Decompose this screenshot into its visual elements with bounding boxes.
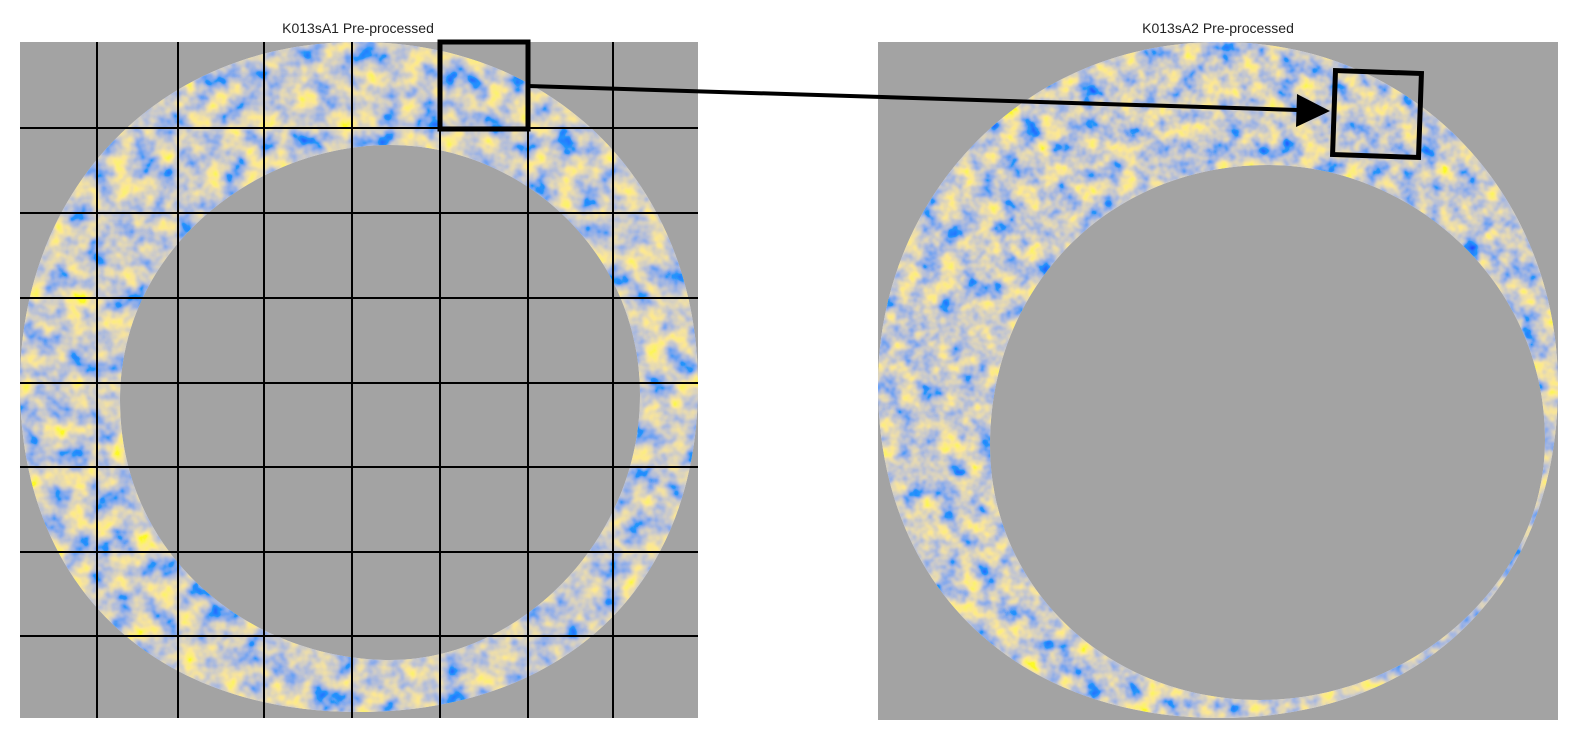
arrow-head [1296,94,1330,127]
left-highlight-box [437,39,531,132]
right-highlight-box [1329,67,1425,161]
correspondence-arrow [527,84,1330,127]
left-grid-overlay [20,42,698,718]
left-scan-panel [20,39,698,718]
arrow-shaft [527,84,1299,112]
panel-title-left: K013sA1 Pre-processed [282,20,434,36]
right-scan-panel [878,42,1558,720]
panel-title-right: K013sA2 Pre-processed [1142,20,1294,36]
